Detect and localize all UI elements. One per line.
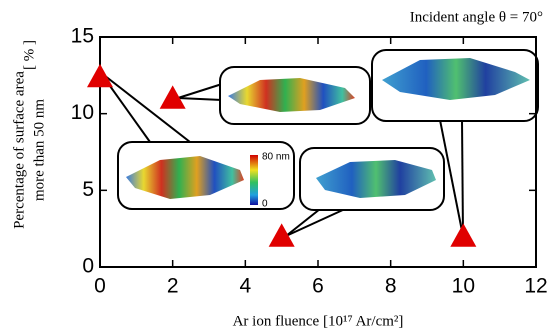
y-axis-unit: [ % ]: [21, 40, 37, 70]
triangle-marker: [87, 64, 113, 87]
x-tick-label: 6: [312, 275, 324, 298]
y-axis-label: more than 50 nm: [31, 99, 47, 201]
x-axis-label: Ar ion fluence [10¹⁷ Ar/cm²]: [233, 313, 404, 329]
y-tick-label: 0: [82, 255, 94, 278]
y-tick-label: 5: [82, 178, 94, 201]
pointer: [178, 98, 222, 100]
x-tick-label: 0: [94, 275, 106, 298]
chart-title: Incident angle θ = 70°: [410, 9, 543, 25]
x-tick-label: 12: [524, 275, 547, 298]
triangle-marker: [269, 223, 295, 246]
y-axis-label: Percentage of surface area: [11, 71, 27, 229]
colorbar-label: 0: [262, 199, 268, 210]
x-tick-label: 10: [452, 275, 475, 298]
colorbar-label: 80 nm: [262, 152, 290, 163]
page: Incident angle θ = 70° Ar ion fluence [1…: [0, 0, 551, 333]
triangle-marker: [450, 223, 476, 246]
x-tick-label: 4: [239, 275, 251, 298]
colorbar: [250, 155, 258, 205]
pointer: [462, 120, 463, 236]
pointer: [178, 84, 222, 98]
y-tick-label: 15: [71, 25, 94, 48]
y-tick-label: 10: [71, 101, 94, 124]
chart: Incident angle θ = 70° Ar ion fluence [1…: [0, 0, 551, 333]
x-tick-label: 2: [167, 275, 179, 298]
x-tick-label: 8: [385, 275, 397, 298]
